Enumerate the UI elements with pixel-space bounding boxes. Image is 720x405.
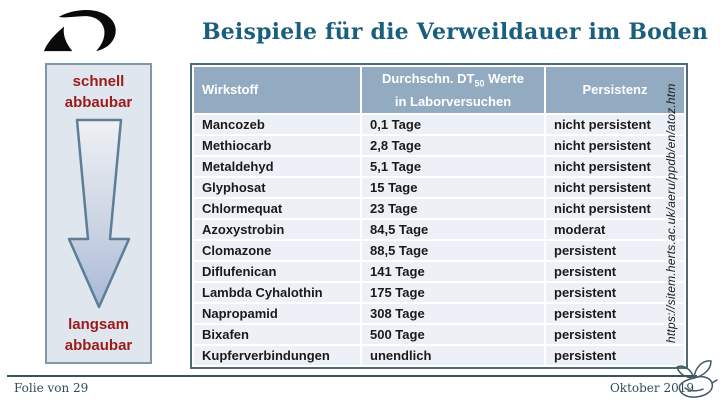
table-header: Wirkstoff Durchschn. DT50 Werte in Labor…: [194, 67, 684, 113]
cell-dt50: 0,1 Tage: [362, 114, 544, 134]
cell-persistenz: persistent: [546, 261, 684, 281]
cell-persistenz: persistent: [546, 303, 684, 323]
cell-dt50: 88,5 Tage: [362, 240, 544, 260]
slow-degradable-label: langsam abbaubar: [65, 314, 133, 356]
table-row: Methiocarb 2,8 Tage nicht persistent: [194, 135, 684, 155]
footer-divider: [7, 375, 697, 377]
cell-persistenz: persistent: [546, 240, 684, 260]
slow-degradable-label-line2: abbaubar: [64, 337, 133, 354]
persistence-table: Wirkstoff Durchschn. DT50 Werte in Labor…: [190, 63, 688, 369]
degradation-scale-panel: schnell abbaubar langsam abbaubar: [45, 63, 152, 364]
table-row: Chlormequat 23 Tage nicht persistent: [194, 198, 684, 218]
cell-wirkstoff: Clomazone: [194, 240, 360, 260]
table-body: Mancozeb 0,1 Tage nicht persistent Methioca…: [194, 114, 684, 365]
fast-degradable-label-line1: schnell: [72, 73, 125, 90]
cell-wirkstoff: Mancozeb: [194, 114, 360, 134]
table-row: Clomazone 88,5 Tage persistent: [194, 240, 684, 260]
cell-wirkstoff: Kupferverbindungen: [194, 345, 360, 365]
cell-persistenz: persistent: [546, 345, 684, 365]
cell-wirkstoff: Methiocarb: [194, 135, 360, 155]
down-arrow-icon: [67, 118, 130, 308]
cell-dt50: 15 Tage: [362, 177, 544, 197]
cell-wirkstoff: Azoxystrobin: [194, 219, 360, 239]
cell-dt50: 23 Tage: [362, 198, 544, 218]
cell-dt50: 141 Tage: [362, 261, 544, 281]
table-row: Metaldehyd 5,1 Tage nicht persistent: [194, 156, 684, 176]
cell-persistenz: nicht persistent: [546, 177, 684, 197]
cell-persistenz: nicht persistent: [546, 135, 684, 155]
table-row: Azoxystrobin 84,5 Tage moderat: [194, 219, 684, 239]
cell-dt50: 2,8 Tage: [362, 135, 544, 155]
arrow-container: [65, 113, 133, 314]
table-row: Napropamid 308 Tage persistent: [194, 303, 684, 323]
table-row: Bixafen 500 Tage persistent: [194, 324, 684, 344]
table-row: Diflufenican 141 Tage persistent: [194, 261, 684, 281]
cell-persistenz: moderat: [546, 219, 684, 239]
header-dt50-line2: in Laborversuchen: [394, 93, 512, 109]
cell-dt50: 84,5 Tage: [362, 219, 544, 239]
cell-persistenz: nicht persistent: [546, 114, 684, 134]
slide-date-text: Oktober 2019: [609, 381, 694, 395]
cell-dt50: 308 Tage: [362, 303, 544, 323]
cell-wirkstoff: Glyphosat: [194, 177, 360, 197]
cell-dt50: 5,1 Tage: [362, 156, 544, 176]
source-url-text: https://sitem.herts.ac.uk/aeru/ppdb/en/a…: [664, 83, 678, 343]
cell-persistenz: nicht persistent: [546, 156, 684, 176]
header-dt50: Durchschn. DT50 Werte in Laborversuchen: [362, 67, 544, 113]
cell-wirkstoff: Metaldehyd: [194, 156, 360, 176]
cell-persistenz: persistent: [546, 282, 684, 302]
header-persistenz: Persistenz: [546, 67, 684, 113]
header-dt50-pre: Durchschn. DT: [382, 71, 475, 86]
fast-degradable-label: schnell abbaubar: [65, 71, 133, 113]
cell-dt50: 500 Tage: [362, 324, 544, 344]
table-row: Kupferverbindungen unendlich persistent: [194, 345, 684, 365]
header-dt50-sub: 50: [474, 78, 485, 89]
cell-dt50: 175 Tage: [362, 282, 544, 302]
slow-degradable-label-line1: langsam: [68, 316, 129, 333]
cell-wirkstoff: Diflufenican: [194, 261, 360, 281]
page-title: Beispiele für die Verweildauer im Boden: [201, 19, 709, 45]
plant-sketch-logo: [676, 360, 718, 398]
cell-dt50: unendlich: [362, 345, 544, 365]
header-wirkstoff: Wirkstoff: [194, 67, 360, 113]
cell-wirkstoff: Chlormequat: [194, 198, 360, 218]
cell-wirkstoff: Napropamid: [194, 303, 360, 323]
table-row: Mancozeb 0,1 Tage nicht persistent: [194, 114, 684, 134]
cell-wirkstoff: Lambda Cyhalothin: [194, 282, 360, 302]
cell-wirkstoff: Bixafen: [194, 324, 360, 344]
wave-logo: [43, 10, 116, 52]
cell-persistenz: persistent: [546, 324, 684, 344]
table-header-row: Wirkstoff Durchschn. DT50 Werte in Labor…: [194, 67, 684, 113]
slide-number-text: Folie von 29: [14, 381, 89, 395]
table-row: Glyphosat 15 Tage nicht persistent: [194, 177, 684, 197]
header-dt50-post: Werte: [484, 71, 524, 86]
fast-degradable-label-line2: abbaubar: [64, 94, 133, 111]
table-row: Lambda Cyhalothin 175 Tage persistent: [194, 282, 684, 302]
cell-persistenz: nicht persistent: [546, 198, 684, 218]
